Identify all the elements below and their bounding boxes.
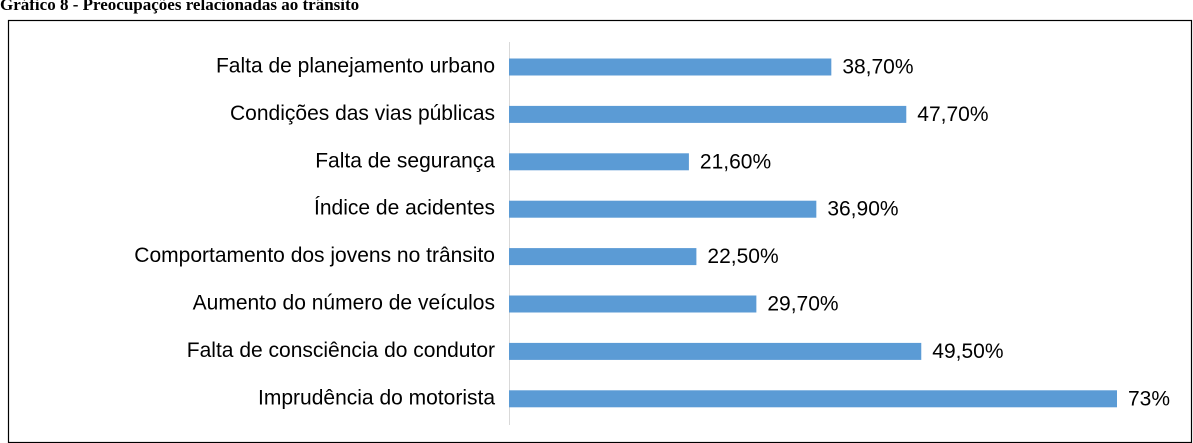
category-label: Comportamento dos jovens no trânsito [134,244,495,267]
category-label: Índice de acidentes [314,197,495,220]
bar [509,342,922,360]
category-label: Aumento do número de veículos [193,292,495,315]
data-label: 38,70% [842,56,913,79]
category-label: Condições das vias públicas [230,102,495,125]
bar [509,105,907,123]
bar [509,153,689,171]
category-label: Falta de segurança [315,149,495,172]
data-label: 29,70% [767,293,838,316]
data-label: 73% [1128,387,1170,410]
bar [509,295,757,313]
data-label: 22,50% [707,245,778,268]
bar [509,248,697,266]
data-label: 47,70% [917,103,988,126]
category-label: Falta de planejamento urbano [216,55,495,78]
data-label: 36,90% [827,198,898,221]
data-label: 21,60% [700,150,771,173]
bar [509,58,832,76]
bar [509,200,817,218]
category-label: Falta de consciência do condutor [187,339,495,362]
chart-border [7,19,1193,443]
bar [509,390,1117,408]
data-label: 49,50% [932,340,1003,363]
category-label: Imprudência do motorista [258,386,495,409]
chart-title: Gráfico 8 - Preocupações relacionadas ao… [0,0,359,14]
